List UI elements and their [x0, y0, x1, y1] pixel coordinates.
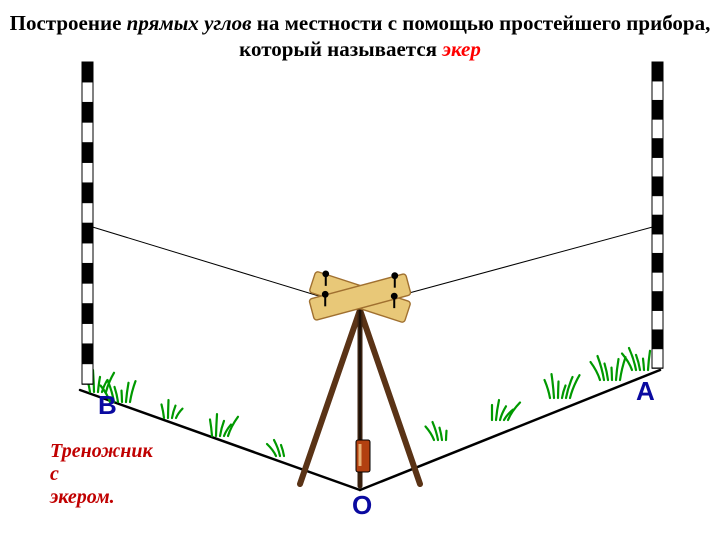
caption-line1: Треножник [50, 440, 153, 462]
tripod-caption: Треножник с экером. [50, 440, 153, 509]
point-label-B: В [98, 390, 117, 421]
point-label-A: А [636, 376, 655, 407]
diagram-stage: { "canvas": { "w": 720, "h": 540, "bg": … [0, 0, 720, 540]
caption-line3: экером. [50, 486, 115, 508]
point-label-O: О [352, 490, 372, 521]
caption-line2: с [50, 463, 59, 485]
